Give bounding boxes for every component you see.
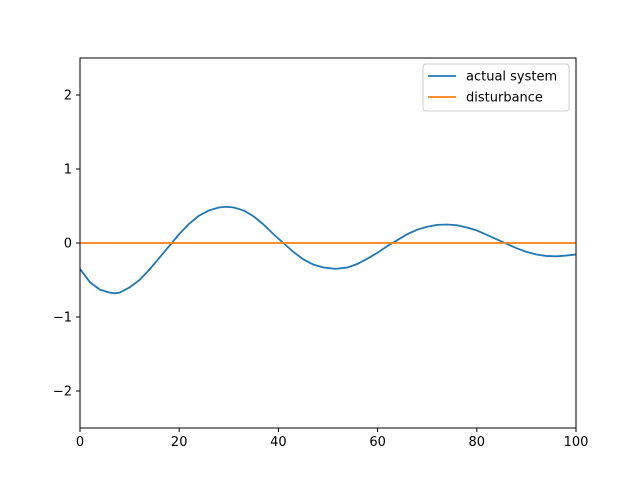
y-tick-label: 2 bbox=[64, 89, 72, 104]
legend-box bbox=[422, 63, 570, 112]
y-tick-label: 1 bbox=[64, 163, 72, 178]
x-tick-label: 40 bbox=[270, 435, 287, 450]
x-tick-label: 0 bbox=[76, 435, 84, 450]
x-tick-label: 60 bbox=[369, 435, 386, 450]
legend-label-actual-system: actual system bbox=[466, 70, 557, 85]
x-tick-label: 80 bbox=[469, 435, 486, 450]
y-tick-label: −1 bbox=[53, 311, 72, 326]
y-axis: −2 −1 0 1 2 bbox=[53, 89, 80, 400]
legend-label-disturbance: disturbance bbox=[466, 91, 543, 106]
x-tick-label: 20 bbox=[171, 435, 188, 450]
y-tick-label: −2 bbox=[53, 385, 72, 400]
x-tick-label: 100 bbox=[564, 435, 589, 450]
series-line-actual-system bbox=[79, 205, 577, 295]
y-tick-label: 0 bbox=[64, 237, 72, 252]
legend: actual system disturbance bbox=[422, 63, 570, 112]
x-axis: 0 20 40 60 80 100 bbox=[76, 428, 589, 450]
series-layer bbox=[79, 205, 577, 295]
